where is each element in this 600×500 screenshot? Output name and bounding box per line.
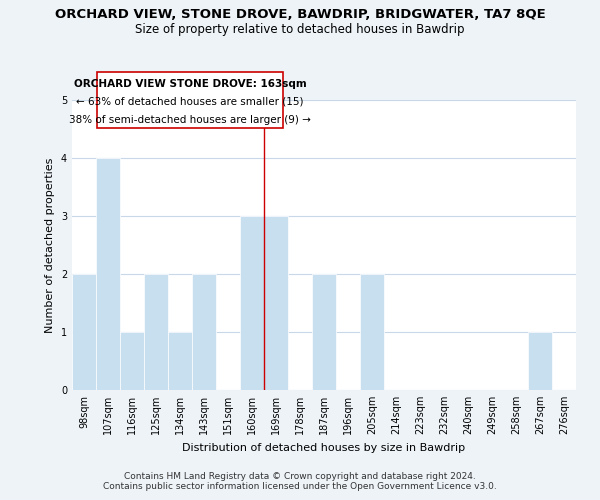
Bar (264, 216, 288, 390)
Text: Contains public sector information licensed under the Open Government Licence v3: Contains public sector information licen… (103, 482, 497, 491)
Bar (528, 332, 552, 390)
Text: Size of property relative to detached houses in Bawdrip: Size of property relative to detached ho… (135, 22, 465, 36)
Y-axis label: Number of detached properties: Number of detached properties (46, 158, 55, 332)
FancyBboxPatch shape (97, 72, 283, 128)
Bar (96, 158, 120, 390)
Bar (192, 274, 216, 390)
Bar (144, 274, 168, 390)
Text: ORCHARD VIEW STONE DROVE: 163sqm: ORCHARD VIEW STONE DROVE: 163sqm (74, 79, 307, 89)
Bar (360, 274, 384, 390)
Text: 38% of semi-detached houses are larger (9) →: 38% of semi-detached houses are larger (… (69, 115, 311, 125)
X-axis label: Distribution of detached houses by size in Bawdrip: Distribution of detached houses by size … (182, 442, 466, 452)
Text: ORCHARD VIEW, STONE DROVE, BAWDRIP, BRIDGWATER, TA7 8QE: ORCHARD VIEW, STONE DROVE, BAWDRIP, BRID… (55, 8, 545, 20)
Bar (120, 332, 144, 390)
Bar (240, 216, 264, 390)
Bar (72, 274, 96, 390)
Bar (312, 274, 336, 390)
Text: Contains HM Land Registry data © Crown copyright and database right 2024.: Contains HM Land Registry data © Crown c… (124, 472, 476, 481)
Text: ← 63% of detached houses are smaller (15): ← 63% of detached houses are smaller (15… (76, 96, 304, 106)
Bar (168, 332, 192, 390)
